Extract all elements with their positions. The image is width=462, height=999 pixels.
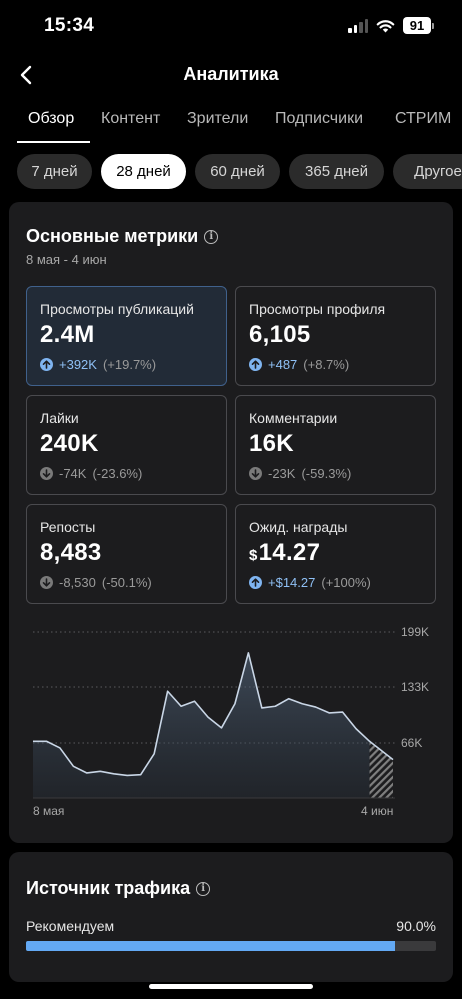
back-button[interactable] [14, 60, 38, 90]
chip-other[interactable]: Другое [393, 154, 462, 189]
tab-viewers[interactable]: Зрители [187, 110, 249, 127]
metric-change-abs: +$14.27 [268, 575, 316, 590]
x-axis-end-label: 4 июн [361, 804, 394, 818]
key-metrics-title: Основные метрики [26, 226, 199, 246]
metric-value: 6,105 [249, 321, 311, 348]
metric-post-views[interactable]: Просмотры публикаций 2.4M +392K (+19.7%) [26, 286, 227, 386]
info-icon[interactable]: i [196, 881, 211, 896]
metric-change: +392K (+19.7%) [40, 357, 156, 372]
battery-level: 91 [403, 17, 431, 34]
metric-change: -8,530 (-50.1%) [40, 575, 152, 590]
traffic-source-bar [26, 941, 436, 951]
metric-change: +$14.27 (+100%) [249, 575, 371, 590]
metric-change-abs: +487 [268, 357, 298, 372]
traffic-source-title: Источник трафика [26, 878, 191, 898]
metric-change-pct: (+8.7%) [303, 357, 350, 372]
metric-label: Просмотры публикаций [40, 301, 194, 317]
metric-change-pct: (+100%) [321, 575, 371, 590]
metric-shares[interactable]: Репосты 8,483 -8,530 (-50.1%) [26, 504, 227, 604]
metric-label: Ожид. награды [249, 519, 348, 535]
post-views-chart[interactable]: 199K 133K 66K 8 мая 4 июн [9, 622, 453, 832]
metric-value: 8,483 [40, 539, 102, 566]
chart-area [33, 652, 370, 798]
y-tick-label: 133K [401, 680, 429, 694]
nav-header: Аналитика [0, 56, 462, 94]
cellular-signal-icon [348, 18, 368, 33]
y-tick-label: 199K [401, 625, 429, 639]
chevron-left-icon [20, 65, 32, 85]
metric-profile-views[interactable]: Просмотры профиля 6,105 +487 (+8.7%) [235, 286, 436, 386]
active-tab-indicator [17, 141, 90, 143]
metric-change-abs: -74K [59, 466, 87, 481]
tab-bar: Обзор Контент Зрители Подписчики СТРИМ [0, 104, 462, 144]
home-indicator [149, 984, 313, 989]
key-metrics-header: Основные метрики i [26, 226, 219, 247]
metric-label: Репосты [40, 519, 96, 535]
traffic-source-label: Рекомендуем [26, 918, 115, 934]
chip-365-days[interactable]: 365 дней [289, 154, 384, 189]
metric-change-pct: (+19.7%) [102, 357, 157, 372]
wifi-icon [376, 19, 395, 32]
battery-icon: 91 [403, 17, 434, 34]
metric-change-pct: (-23.6%) [92, 466, 143, 481]
chip-28-days[interactable]: 28 дней [101, 154, 186, 189]
status-bar: 15:34 91 [0, 0, 462, 50]
chart-canvas: 199K 133K 66K [32, 625, 429, 799]
metric-value: $14.27 [249, 539, 320, 567]
arrow-up-icon [249, 358, 262, 371]
tab-live[interactable]: СТРИМ [395, 110, 452, 127]
traffic-source-header: Источник трафика i [26, 878, 211, 899]
metric-label: Комментарии [249, 410, 338, 426]
metric-label: Лайки [40, 410, 79, 426]
metric-change-abs: -23K [268, 466, 296, 481]
metric-estimated-rewards[interactable]: Ожид. награды $14.27 +$14.27 (+100%) [235, 504, 436, 604]
page-title: Аналитика [183, 64, 279, 84]
metric-change: -23K (-59.3%) [249, 466, 351, 481]
metric-comments[interactable]: Комментарии 16K -23K (-59.3%) [235, 395, 436, 495]
chip-60-days[interactable]: 60 дней [195, 154, 280, 189]
metric-value: 240K [40, 430, 99, 457]
date-range-chips: 7 дней 28 дней 60 дней 365 дней Другое [0, 154, 462, 192]
arrow-down-icon [249, 467, 262, 480]
tab-overview[interactable]: Обзор [28, 110, 75, 127]
arrow-up-icon [249, 576, 262, 589]
arrow-up-icon [40, 358, 53, 371]
metric-change-abs: -8,530 [59, 575, 96, 590]
traffic-source-value: 90.0% [396, 918, 436, 934]
traffic-source-bar-fill [26, 941, 395, 951]
chip-7-days[interactable]: 7 дней [17, 154, 92, 189]
info-icon[interactable]: i [204, 229, 219, 244]
metric-change: +487 (+8.7%) [249, 357, 349, 372]
metric-value: 2.4M [40, 321, 95, 348]
traffic-source-card: Источник трафика i Рекомендуем 90.0% [9, 852, 453, 982]
metric-value: 16K [249, 430, 294, 457]
status-time: 15:34 [44, 15, 95, 36]
metric-likes[interactable]: Лайки 240K -74K (-23.6%) [26, 395, 227, 495]
key-metrics-card: Основные метрики i 8 мая - 4 июн Просмот… [9, 202, 453, 843]
status-icons: 91 [348, 17, 434, 34]
metric-change-abs: +392K [59, 357, 97, 372]
metric-label: Просмотры профиля [249, 301, 386, 317]
arrow-down-icon [40, 467, 53, 480]
metric-change: -74K (-23.6%) [40, 466, 142, 481]
key-metrics-period: 8 мая - 4 июн [26, 252, 107, 267]
metric-change-pct: (-59.3%) [301, 466, 352, 481]
metric-value-number: 14.27 [258, 539, 321, 566]
currency-symbol: $ [249, 547, 258, 564]
tab-followers[interactable]: Подписчики [275, 110, 364, 127]
metric-change-pct: (-50.1%) [101, 575, 152, 590]
y-tick-label: 66K [401, 736, 422, 750]
x-axis-start-label: 8 мая [33, 804, 65, 818]
tab-content[interactable]: Контент [101, 110, 161, 127]
arrow-down-icon [40, 576, 53, 589]
